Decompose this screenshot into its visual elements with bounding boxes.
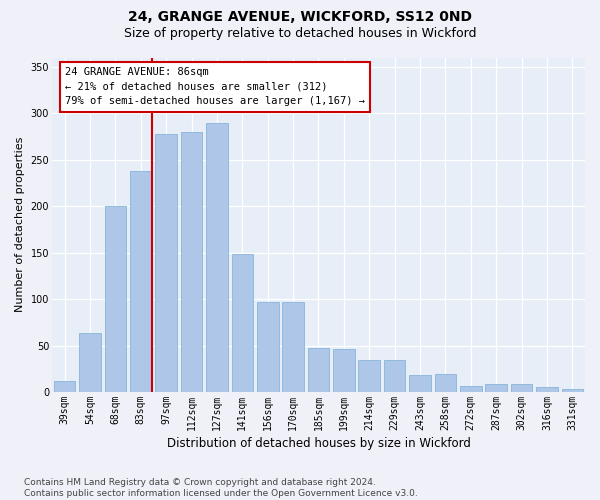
Bar bbox=[485, 384, 507, 392]
Bar bbox=[232, 254, 253, 392]
Bar bbox=[434, 374, 456, 392]
Bar bbox=[54, 381, 76, 392]
Bar bbox=[333, 350, 355, 392]
Bar bbox=[155, 134, 177, 392]
Bar bbox=[79, 332, 101, 392]
Bar bbox=[308, 348, 329, 392]
Bar bbox=[511, 384, 532, 392]
Bar bbox=[130, 171, 152, 392]
Bar bbox=[460, 386, 482, 392]
Bar bbox=[206, 122, 228, 392]
Bar bbox=[384, 360, 406, 392]
Text: 24 GRANGE AVENUE: 86sqm
← 21% of detached houses are smaller (312)
79% of semi-d: 24 GRANGE AVENUE: 86sqm ← 21% of detache… bbox=[65, 67, 365, 106]
Bar bbox=[536, 388, 558, 392]
Bar bbox=[181, 132, 202, 392]
Text: 24, GRANGE AVENUE, WICKFORD, SS12 0ND: 24, GRANGE AVENUE, WICKFORD, SS12 0ND bbox=[128, 10, 472, 24]
Bar bbox=[358, 360, 380, 392]
Text: Size of property relative to detached houses in Wickford: Size of property relative to detached ho… bbox=[124, 28, 476, 40]
Y-axis label: Number of detached properties: Number of detached properties bbox=[15, 137, 25, 312]
Bar bbox=[562, 389, 583, 392]
Bar bbox=[104, 206, 126, 392]
Bar bbox=[409, 376, 431, 392]
X-axis label: Distribution of detached houses by size in Wickford: Distribution of detached houses by size … bbox=[167, 437, 470, 450]
Bar bbox=[283, 302, 304, 392]
Text: Contains HM Land Registry data © Crown copyright and database right 2024.
Contai: Contains HM Land Registry data © Crown c… bbox=[24, 478, 418, 498]
Bar bbox=[257, 302, 278, 392]
